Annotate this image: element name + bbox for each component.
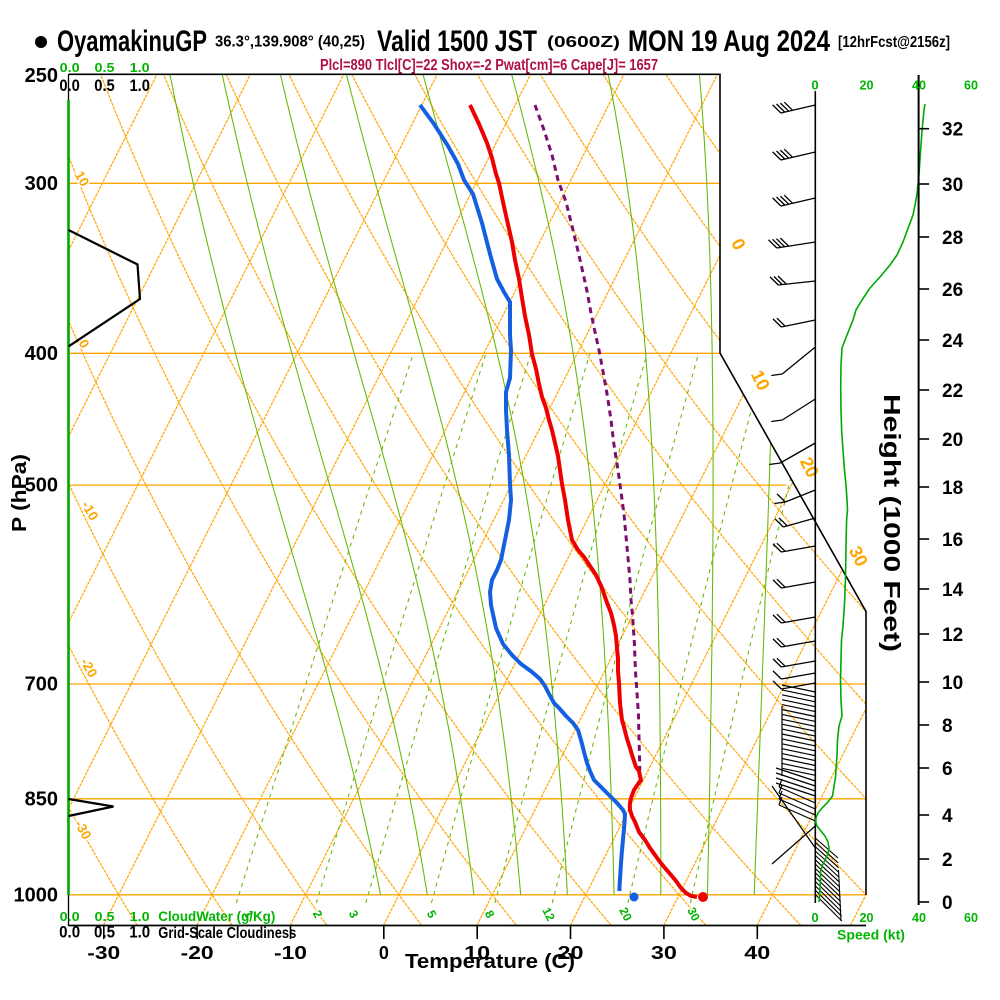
svg-text:30: 30 <box>651 943 677 963</box>
svg-text:6: 6 <box>942 759 953 780</box>
svg-text:Height (1000 Feet): Height (1000 Feet) <box>879 394 905 652</box>
svg-text:16: 16 <box>942 530 963 551</box>
svg-text:0.5: 0.5 <box>94 924 115 942</box>
svg-text:0: 0 <box>379 943 389 963</box>
svg-text:250: 250 <box>25 65 58 87</box>
svg-text:MON 19 Aug 2024: MON 19 Aug 2024 <box>628 25 830 58</box>
svg-text:0.5: 0.5 <box>95 909 115 924</box>
svg-text:1.0: 1.0 <box>130 60 150 75</box>
svg-text:22: 22 <box>942 381 963 402</box>
svg-text:CloudWater (g/Kg): CloudWater (g/Kg) <box>158 909 275 924</box>
svg-text:0.5: 0.5 <box>94 76 115 95</box>
svg-text:OyamakinuGP: OyamakinuGP <box>57 25 207 58</box>
svg-text:Plcl=890 Tlcl[C]=22 Shox=-2 Pw: Plcl=890 Tlcl[C]=22 Shox=-2 Pwat[cm]=6 C… <box>320 57 658 74</box>
svg-text:30: 30 <box>942 175 963 196</box>
svg-text:0.0: 0.0 <box>59 924 80 942</box>
svg-text:10: 10 <box>464 943 490 963</box>
svg-text:(0600Z): (0600Z) <box>547 34 620 51</box>
svg-text:28: 28 <box>942 228 963 249</box>
svg-text:P (hPa): P (hPa) <box>9 454 31 532</box>
svg-text:400: 400 <box>25 343 58 365</box>
svg-text:0.5: 0.5 <box>95 60 115 75</box>
svg-text:Grid-Scale Cloudiness: Grid-Scale Cloudiness <box>158 925 296 942</box>
svg-text:26: 26 <box>942 280 963 301</box>
svg-text:-30: -30 <box>87 943 120 963</box>
svg-text:[12hrFcst@2156z]: [12hrFcst@2156z] <box>838 34 950 51</box>
svg-text:1.0: 1.0 <box>129 924 150 942</box>
svg-text:36.3°,139.908° (40,25): 36.3°,139.908° (40,25) <box>215 34 365 51</box>
svg-text:0.0: 0.0 <box>59 76 80 95</box>
svg-text:40: 40 <box>912 78 926 93</box>
svg-text:Temperature (C): Temperature (C) <box>405 951 575 973</box>
svg-text:12: 12 <box>942 625 963 646</box>
svg-text:500: 500 <box>25 475 58 497</box>
svg-text:4: 4 <box>942 806 953 827</box>
svg-text:24: 24 <box>942 331 964 352</box>
svg-text:20: 20 <box>860 78 874 93</box>
svg-text:10: 10 <box>942 673 963 694</box>
svg-text:0: 0 <box>942 893 953 914</box>
svg-text:60: 60 <box>964 78 978 93</box>
svg-text:20: 20 <box>942 430 963 451</box>
svg-text:-20: -20 <box>181 943 214 963</box>
svg-text:-10: -10 <box>274 943 307 963</box>
svg-text:18: 18 <box>942 478 963 499</box>
svg-text:300: 300 <box>25 173 58 195</box>
svg-text:0: 0 <box>811 910 818 925</box>
svg-text:Valid 1500 JST: Valid 1500 JST <box>377 25 537 58</box>
svg-text:850: 850 <box>25 788 58 810</box>
svg-text:40: 40 <box>912 910 926 925</box>
svg-text:1.0: 1.0 <box>130 909 150 924</box>
svg-text:20: 20 <box>558 943 584 963</box>
svg-text:1000: 1000 <box>14 884 59 906</box>
svg-text:1.0: 1.0 <box>129 76 150 95</box>
svg-text:0.0: 0.0 <box>60 60 80 75</box>
svg-text:2: 2 <box>942 850 953 871</box>
svg-text:0.0: 0.0 <box>60 909 80 924</box>
svg-text:32: 32 <box>942 120 963 141</box>
svg-text:60: 60 <box>964 910 978 925</box>
svg-text:0: 0 <box>811 78 818 93</box>
svg-text:40: 40 <box>744 943 770 963</box>
svg-text:20: 20 <box>860 910 874 925</box>
svg-text:8: 8 <box>942 716 953 737</box>
svg-text:14: 14 <box>942 580 964 601</box>
svg-text:700: 700 <box>25 674 58 696</box>
svg-text:Speed (kt): Speed (kt) <box>837 928 905 943</box>
